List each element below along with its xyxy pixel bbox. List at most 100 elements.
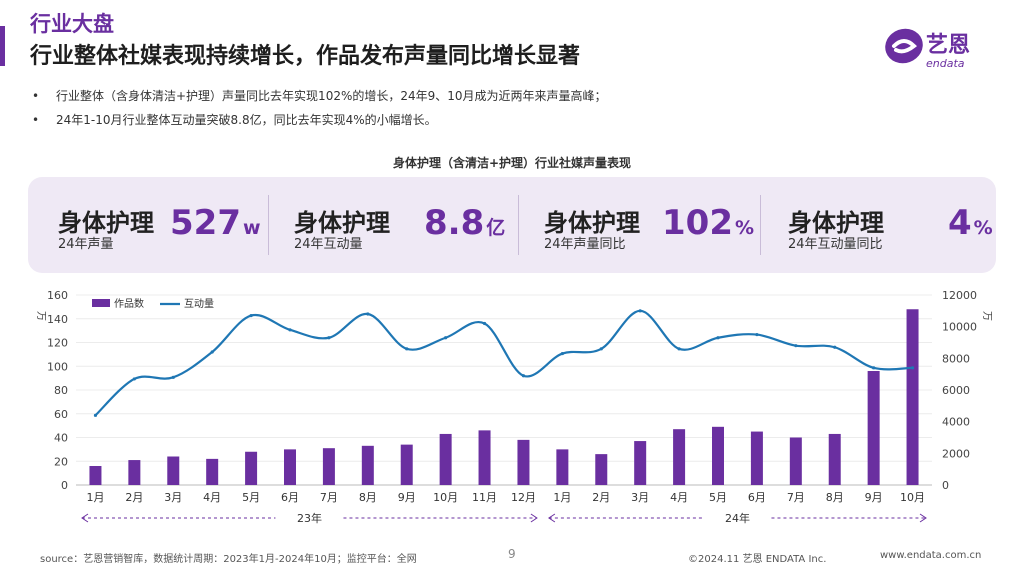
- logo-cn-text: 艺恩: [926, 32, 970, 58]
- y-left-tick-label: 60: [54, 408, 68, 421]
- legend-label: 互动量: [184, 298, 214, 310]
- kpi-divider: [760, 195, 761, 255]
- kpi-number: 102: [662, 203, 733, 243]
- line-point: [755, 332, 759, 337]
- bar: [245, 451, 258, 485]
- kpi-divider: [268, 195, 269, 255]
- line-point: [560, 351, 564, 356]
- x-tick-label: 2月: [125, 491, 143, 504]
- x-tick-label: 4月: [203, 491, 221, 504]
- line-point: [677, 347, 681, 351]
- kpi-number: 8.8: [424, 203, 485, 243]
- bar: [556, 449, 569, 485]
- line-series-engagement: [94, 309, 913, 417]
- kpi-sub: 24年声量同比: [544, 237, 626, 252]
- x-tick-label: 6月: [748, 491, 766, 504]
- bar: [439, 433, 452, 485]
- kpi-sub: 24年声量: [58, 237, 114, 252]
- y-right-tick-label: 6000: [942, 384, 970, 397]
- x-tick-label: 12月: [511, 491, 536, 504]
- kpi-value: 102%: [662, 203, 754, 243]
- y-left-tick-label: 20: [54, 455, 68, 468]
- kpi-panel: 身体护理 24年声量 527 w 身体护理 24年互动量 8.8 亿 身体护理 24…: [28, 177, 996, 273]
- x-tick-label: 1月: [86, 491, 104, 504]
- x-tick-label: 5月: [709, 491, 727, 504]
- line-point: [482, 321, 487, 326]
- endata-logo: 艺恩 endata: [885, 28, 970, 70]
- line-point: [833, 345, 837, 349]
- bar: [595, 454, 608, 485]
- kpi-value: 8.8 亿: [424, 203, 505, 243]
- bar: [750, 431, 763, 485]
- bar: [322, 448, 335, 485]
- summary-bullets: 行业整体（含身体清洁+护理）声量同比去年实现102%的增长，24年9、10月成为…: [30, 88, 607, 136]
- x-tick-label: 3月: [164, 491, 182, 504]
- line-point: [249, 313, 253, 318]
- x-tick-label: 9月: [865, 491, 883, 504]
- bar: [634, 441, 647, 485]
- y-right-tick-label: 0: [942, 479, 949, 492]
- x-tick-label: 8月: [826, 491, 844, 504]
- y-left-tick-label: 0: [61, 479, 68, 492]
- x-tick-label: 5月: [242, 491, 260, 504]
- line-point: [288, 328, 292, 332]
- line-point: [872, 366, 876, 370]
- bar: [206, 458, 219, 485]
- bar: [167, 456, 180, 485]
- bar: [89, 466, 102, 485]
- bar: [400, 444, 413, 485]
- bar: [478, 430, 491, 485]
- logo-en-text: endata: [926, 57, 965, 70]
- kpi-name: 身体护理: [788, 209, 884, 237]
- x-tick-label: 1月: [553, 491, 571, 504]
- y-right-tick-label: 10000: [942, 321, 977, 334]
- y-left-tick-label: 160: [47, 289, 68, 302]
- bar: [712, 426, 724, 485]
- kpi-unit: %: [973, 217, 993, 239]
- kpi-name: 身体护理: [294, 209, 390, 237]
- year-bracket-arrow: [81, 513, 89, 523]
- kpi-value: 527 w: [170, 203, 261, 243]
- line-point: [444, 336, 448, 340]
- x-tick-label: 3月: [631, 491, 649, 504]
- line-point: [910, 366, 915, 370]
- y-right-tick-label: 8000: [942, 352, 970, 365]
- legend-label: 作品数: [114, 297, 144, 310]
- y-left-tick-label: 80: [54, 384, 68, 397]
- x-tick-label: 7月: [787, 491, 805, 504]
- kpi-unit: %: [734, 217, 755, 239]
- year-bracket-arrow: [548, 513, 556, 523]
- bar: [517, 439, 530, 485]
- bullet-item: 24年1-10月行业整体互动量突破8.8亿，同比去年实现4%的小幅增长。: [30, 112, 607, 136]
- bar: [361, 445, 374, 485]
- line-point: [171, 375, 175, 379]
- y-right-tick-label: 4000: [942, 416, 970, 429]
- page-number: 9: [508, 547, 516, 561]
- footer-source: source：艺恩营销智库，数据统计周期：2023年1月-2024年10月；监控…: [40, 554, 417, 565]
- kpi-unit: 亿: [486, 217, 506, 239]
- y-left-tick-label: 120: [47, 337, 68, 350]
- kpi-unit: w: [242, 217, 261, 239]
- combo-chart: 0 20 40 60 80 100 120 140 160 0 2000 4000 6000 8000 10…: [35, 289, 992, 525]
- y-left-tick-label: 140: [47, 313, 68, 326]
- kpi-value: 4%: [948, 203, 993, 243]
- kpi-name: 身体护理: [58, 209, 154, 237]
- accent-bar: [0, 26, 5, 66]
- legend-swatch-bar: [92, 299, 110, 307]
- line-point: [794, 344, 798, 348]
- y-left-tick-label: 40: [54, 432, 68, 445]
- kpi-name: 身体护理: [544, 209, 640, 237]
- line-point: [93, 413, 98, 417]
- line-point: [327, 336, 331, 340]
- y-right-tick-label: 2000: [942, 447, 970, 460]
- kpi-number: 527: [170, 203, 241, 243]
- y-left-axis-label: 万: [35, 311, 46, 321]
- x-tick-label: 11月: [472, 491, 497, 504]
- line-point: [638, 309, 642, 313]
- year-bracket-arrow: [919, 513, 927, 523]
- bar: [906, 309, 919, 485]
- kpi-sub: 24年互动量: [294, 237, 363, 252]
- y-right-tick-label: 12000: [942, 289, 977, 302]
- x-tick-label: 6月: [281, 491, 299, 504]
- footer-copyright: ©2024.11 艺恩 ENDATA Inc.: [688, 554, 827, 565]
